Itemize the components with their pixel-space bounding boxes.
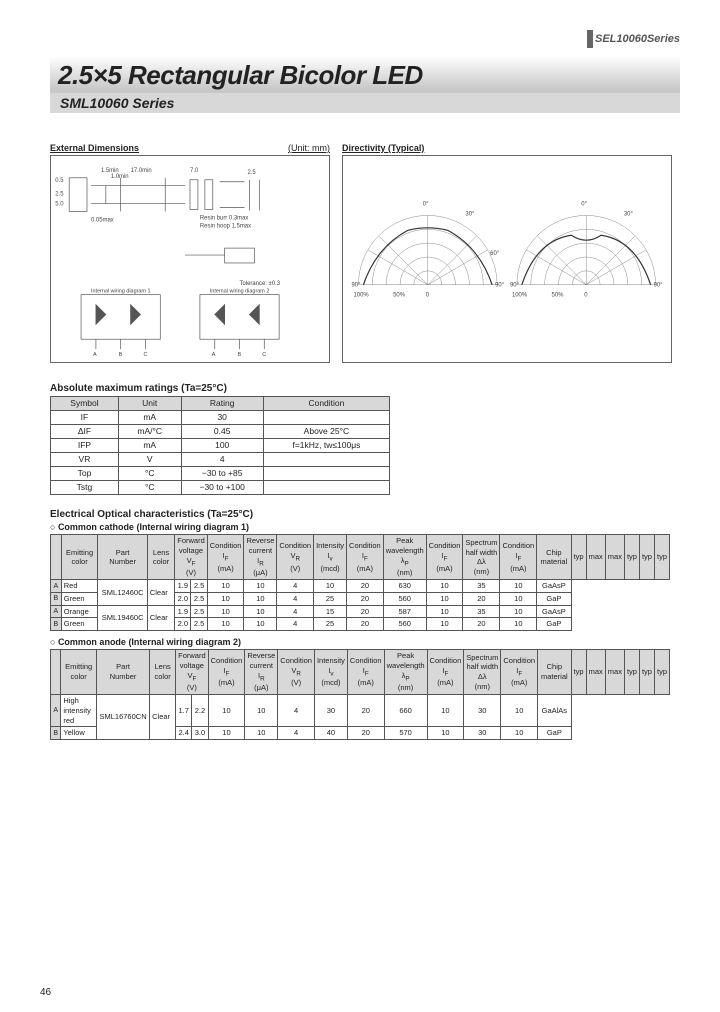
ratings-row: Tstg°C−30 to +100 (51, 481, 390, 495)
svg-text:Internal wiring diagram 1: Internal wiring diagram 1 (91, 289, 151, 295)
col-unit: Unit (118, 397, 181, 411)
svg-text:0: 0 (426, 293, 430, 299)
directivity-svg: 0° 30° 60° 90° 90° 100% 50% 0 0° 30° 90°… (343, 156, 671, 362)
header-series: SEL10060Series (50, 30, 680, 48)
svg-text:100%: 100% (512, 293, 528, 299)
ratings-row: IFmA30 (51, 411, 390, 425)
ratings-title: Absolute maximum ratings (Ta=25°C) (50, 383, 680, 394)
svg-text:60°: 60° (490, 251, 500, 257)
header-series-text: SEL10060Series (595, 33, 680, 45)
svg-text:0.05max: 0.05max (91, 217, 114, 223)
svg-text:0°: 0° (423, 202, 429, 208)
svg-text:C: C (262, 352, 266, 358)
ratings-row: Top°C−30 to +85 (51, 467, 390, 481)
col-symbol: Symbol (51, 397, 119, 411)
dimensions-diagram: 1.5min 1.0min 17.0min 7.0 2.5 0.5 2.5 5.… (50, 155, 330, 363)
dim-title-wrap: External Dimensions (Unit: mm) (50, 143, 330, 153)
svg-text:0: 0 (584, 293, 588, 299)
svg-text:1.0min: 1.0min (111, 174, 129, 180)
svg-text:A: A (93, 352, 97, 358)
directivity-diagram: 0° 30° 60° 90° 90° 100% 50% 0 0° 30° 90°… (342, 155, 672, 363)
char-title: Electrical Optical characteristics (Ta=2… (50, 509, 680, 520)
char-row: AOrangeSML19460CClear1.92.51010415205871… (51, 605, 670, 618)
page-title: 2.5×5 Rectangular Bicolor LED (58, 60, 672, 91)
svg-text:7.0: 7.0 (190, 168, 199, 174)
dimensions-unit: (Unit: mm) (288, 143, 330, 153)
col-rating: Rating (181, 397, 263, 411)
svg-text:Resin hoop 1.5max: Resin hoop 1.5max (200, 223, 251, 229)
dir-title-wrap: Directivity (Typical) (342, 143, 672, 153)
svg-text:50%: 50% (393, 293, 406, 299)
svg-text:Internal wiring diagram 2: Internal wiring diagram 2 (210, 289, 270, 295)
svg-text:90°: 90° (654, 283, 664, 289)
char-row: AHigh intensity redSML16760CNClear1.72.2… (51, 695, 670, 727)
svg-text:90°: 90° (510, 283, 520, 289)
datasheet-page: SEL10060Series 2.5×5 Rectangular Bicolor… (0, 0, 720, 1012)
ratings-header-row: Symbol Unit Rating Condition (51, 397, 390, 411)
svg-text:30°: 30° (624, 211, 634, 217)
svg-text:2.5: 2.5 (247, 170, 256, 176)
col-condition: Condition (263, 397, 389, 411)
svg-text:0°: 0° (581, 202, 587, 208)
char-sub1: ○ Common cathode (Internal wiring diagra… (50, 522, 680, 532)
header-bar-icon (587, 30, 593, 48)
svg-text:17.0min: 17.0min (131, 168, 152, 174)
svg-text:B: B (238, 352, 242, 358)
svg-text:B: B (119, 352, 123, 358)
diagram-titles: External Dimensions (Unit: mm) Directivi… (50, 143, 680, 153)
subtitle-bar: SML10060 Series (50, 93, 680, 113)
char-row: ARedSML12460CClear1.92.51010410206301035… (51, 580, 670, 593)
svg-text:100%: 100% (353, 293, 369, 299)
ratings-row: IFPmA100f=1kHz, tw≤100μs (51, 439, 390, 453)
svg-text:0.5: 0.5 (55, 178, 64, 184)
directivity-title: Directivity (Typical) (342, 143, 424, 153)
svg-text:90°: 90° (352, 283, 362, 289)
dimensions-title: External Dimensions (50, 143, 139, 153)
char-sub2: ○ Common anode (Internal wiring diagram … (50, 637, 680, 647)
svg-text:90°: 90° (495, 283, 505, 289)
ratings-row: ΔIFmA/°C0.45Above 25°C (51, 425, 390, 439)
svg-text:30°: 30° (465, 211, 475, 217)
svg-text:A: A (212, 352, 216, 358)
svg-text:50%: 50% (552, 293, 565, 299)
svg-text:Tolerance: ±0.3: Tolerance: ±0.3 (240, 281, 281, 287)
subtitle-text: SML10060 Series (60, 95, 174, 111)
ratings-row: VRV4 (51, 453, 390, 467)
svg-text:5.0: 5.0 (55, 202, 64, 208)
svg-text:C: C (143, 352, 147, 358)
title-bar: 2.5×5 Rectangular Bicolor LED (50, 56, 680, 93)
char-table-2: Emitting colorPartNumberLens colorForwar… (50, 649, 670, 740)
svg-text:2.5: 2.5 (55, 192, 64, 198)
svg-text:Resin burr 0.3max: Resin burr 0.3max (200, 215, 249, 221)
page-number: 46 (40, 987, 51, 998)
diagram-row: 1.5min 1.0min 17.0min 7.0 2.5 0.5 2.5 5.… (50, 155, 680, 363)
ratings-table: Symbol Unit Rating Condition IFmA30ΔIFmA… (50, 396, 390, 495)
char-table-1: Emitting colorPartNumberLens colorForwar… (50, 534, 670, 631)
dimensions-svg: 1.5min 1.0min 17.0min 7.0 2.5 0.5 2.5 5.… (51, 156, 329, 362)
